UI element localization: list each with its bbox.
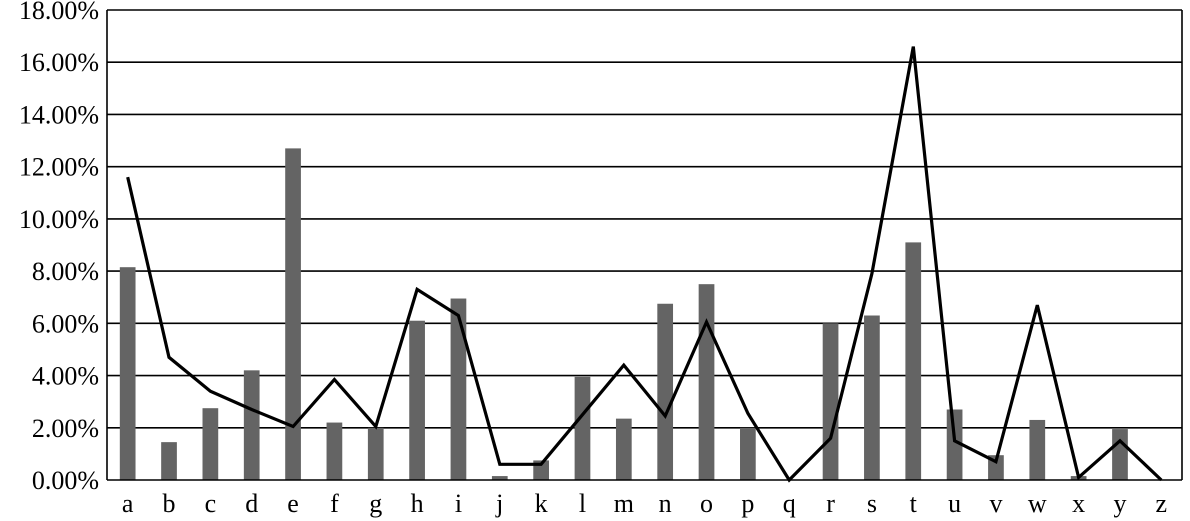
x-tick-label: u — [948, 489, 961, 518]
y-tick-label: 12.00% — [19, 153, 99, 182]
x-tick-label: j — [495, 489, 503, 518]
y-tick-label: 2.00% — [32, 414, 99, 443]
x-tick-label: m — [614, 489, 634, 518]
bar — [243, 370, 260, 480]
y-tick-label: 4.00% — [32, 362, 99, 391]
x-tick-label: f — [330, 489, 339, 518]
x-tick-label: p — [741, 489, 754, 518]
bar — [161, 442, 177, 480]
bar — [864, 315, 880, 480]
line-series — [126, 46, 1163, 483]
x-tick-label: l — [579, 489, 586, 518]
x-tick-label: s — [867, 489, 877, 518]
axes — [106, 10, 1183, 481]
y-tick-label: 10.00% — [19, 205, 99, 234]
bar — [119, 267, 136, 480]
y-tick-label: 18.00% — [19, 0, 99, 25]
bar-series — [119, 148, 1128, 480]
bar — [285, 148, 301, 480]
x-tick-label: z — [1156, 489, 1168, 518]
x-tick-label: d — [245, 489, 258, 518]
bar — [367, 427, 384, 480]
line-path — [126, 46, 1163, 483]
bar — [615, 418, 632, 480]
y-tick-label: 16.00% — [19, 48, 99, 77]
bar — [1029, 419, 1046, 480]
bar — [491, 476, 508, 480]
bar — [740, 427, 756, 480]
bar — [409, 320, 425, 480]
x-tick-label: g — [369, 489, 382, 518]
bar — [202, 408, 219, 480]
x-tick-label: q — [783, 489, 796, 518]
bar — [698, 284, 715, 480]
x-tick-label: o — [700, 489, 713, 518]
x-tick-label: n — [659, 489, 672, 518]
x-tick-label: k — [535, 489, 548, 518]
bar — [450, 298, 467, 480]
y-tick-label: 6.00% — [32, 309, 99, 338]
x-tick-label: i — [455, 489, 462, 518]
bar — [822, 323, 839, 480]
y-tick-label: 8.00% — [32, 257, 99, 286]
x-tick-label: r — [826, 489, 835, 518]
x-tick-label: a — [122, 489, 134, 518]
x-tick-label: b — [163, 489, 176, 518]
x-tick-label: v — [989, 489, 1002, 518]
bar — [905, 242, 922, 480]
bar — [1112, 429, 1128, 480]
bar — [657, 303, 674, 480]
y-tick-labels: 0.00% 2.00% 4.00% 6.00% 8.00% 10.00% 12.00% 14.… — [19, 0, 99, 495]
x-tick-label: w — [1028, 489, 1047, 518]
x-tick-label: c — [205, 489, 217, 518]
y-tick-label: 14.00% — [19, 100, 99, 129]
y-tick-label: 0.00% — [32, 466, 99, 495]
bar — [946, 409, 963, 480]
x-tick-label: e — [287, 489, 299, 518]
x-tick-label: y — [1113, 489, 1126, 518]
x-tick-label: x — [1072, 489, 1085, 518]
bar — [574, 376, 591, 480]
x-tick-label: t — [910, 489, 918, 518]
x-tick-label: h — [411, 489, 424, 518]
bar — [326, 422, 343, 480]
